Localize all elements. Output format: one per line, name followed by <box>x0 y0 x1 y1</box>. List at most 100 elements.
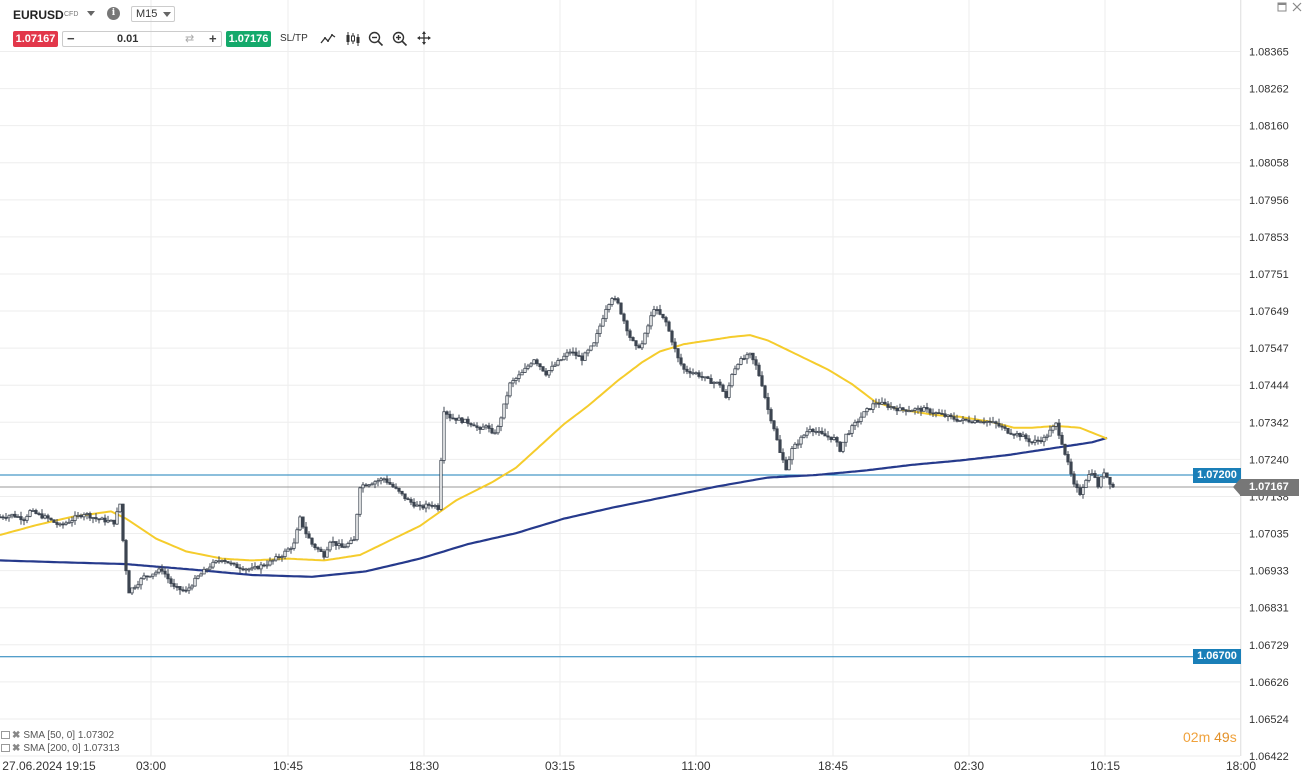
candle-body <box>700 376 704 378</box>
quantity-stepper[interactable]: − 0.01 ⇄ + <box>62 31 222 47</box>
decrease-button[interactable]: − <box>67 31 75 46</box>
increase-button[interactable]: + <box>209 31 217 46</box>
candle-body <box>544 370 548 376</box>
candle-body <box>367 484 371 487</box>
settings-icon[interactable] <box>1 731 10 740</box>
swap-icon[interactable]: ⇄ <box>185 33 195 45</box>
candle-body <box>130 587 134 594</box>
candle-body <box>766 397 770 410</box>
candle-body <box>769 409 773 422</box>
candle-body <box>40 513 44 519</box>
price-levels[interactable] <box>0 474 1240 658</box>
candle-body <box>490 428 494 434</box>
candle-body <box>484 425 488 428</box>
candle-body <box>187 587 191 591</box>
candle-body <box>556 360 560 366</box>
candle-body <box>616 298 620 304</box>
candle-body <box>316 547 320 550</box>
candle-body <box>655 309 659 311</box>
candle-body <box>934 412 938 415</box>
candle-body <box>175 586 179 588</box>
candle-body <box>283 550 287 558</box>
candle-body <box>736 363 740 370</box>
candle-body <box>172 583 176 587</box>
candle-body <box>361 484 365 489</box>
candle-body <box>670 330 674 343</box>
sell-button[interactable]: 1.07167 <box>13 31 58 47</box>
line-chart-icon[interactable] <box>319 30 337 48</box>
candle-body <box>427 503 431 506</box>
y-tick-label: 1.06524 <box>1249 714 1289 726</box>
timeframe-select[interactable]: M15 <box>131 6 175 22</box>
candle-body <box>745 354 749 360</box>
candle-body <box>850 425 854 434</box>
candle-body <box>493 432 497 435</box>
y-tick-label: 1.06933 <box>1249 566 1289 578</box>
candle-body <box>1030 441 1034 444</box>
candle-body <box>160 568 164 572</box>
settings-icon[interactable] <box>1 744 10 753</box>
candle-body <box>46 515 50 519</box>
y-tick-label: 1.07649 <box>1249 306 1289 318</box>
zoom-in-icon[interactable] <box>391 30 409 48</box>
crosshair-icon[interactable] <box>416 30 434 48</box>
candle-body <box>1006 428 1010 434</box>
candle-body <box>352 539 356 542</box>
candle-body <box>238 567 242 570</box>
candle-body <box>106 519 110 523</box>
remove-icon[interactable]: ✖ <box>12 743 21 754</box>
candle-body <box>811 428 815 433</box>
sma-200-legend[interactable]: ✖ SMA [200, 0] 1.07313 <box>1 743 120 755</box>
candle-body <box>274 556 278 561</box>
current-price-label: 1.07167 <box>1233 479 1299 496</box>
candle-body <box>628 330 632 338</box>
candle-body <box>310 537 314 545</box>
remove-icon[interactable]: ✖ <box>12 730 21 741</box>
candle-body <box>0 516 2 519</box>
candle-body <box>1048 429 1052 437</box>
quantity-value[interactable]: 0.01 <box>117 33 139 45</box>
candle-body <box>757 364 761 377</box>
candle-body <box>541 366 545 372</box>
candle-body <box>232 562 236 565</box>
candle-body <box>1045 435 1049 438</box>
level-label-2[interactable]: 1.06700 <box>1193 649 1241 665</box>
candle-body <box>1009 432 1013 435</box>
y-tick-label: 1.07956 <box>1249 195 1289 207</box>
candle-body <box>406 498 410 501</box>
candle-body <box>814 431 818 433</box>
close-icon[interactable] <box>1292 2 1302 12</box>
candle-body <box>247 568 251 571</box>
candle-body <box>937 412 941 415</box>
candle-body <box>220 560 224 562</box>
candle-body <box>121 503 125 541</box>
candle-body <box>580 355 584 361</box>
candle-body <box>805 431 809 436</box>
sltp-button[interactable]: SL/TP <box>280 33 308 44</box>
candle-body <box>91 517 95 519</box>
candle-body <box>637 345 641 349</box>
buy-button[interactable]: 1.07176 <box>226 31 271 47</box>
level-label-1[interactable]: 1.07200 <box>1193 467 1241 483</box>
candle-body <box>1093 473 1097 478</box>
minimize-icon[interactable] <box>1277 2 1287 12</box>
candle-body <box>388 482 392 485</box>
candle-body <box>994 421 998 424</box>
info-icon[interactable]: i <box>107 7 120 20</box>
candle-body <box>97 518 101 521</box>
candle-body <box>22 519 26 522</box>
symbol-name[interactable]: EURUSD <box>13 8 64 22</box>
sma-50-legend[interactable]: ✖ SMA [50, 0] 1.07302 <box>1 730 114 742</box>
chevron-down-icon[interactable] <box>87 11 95 16</box>
candle-body <box>397 487 401 492</box>
candle-body <box>214 560 218 563</box>
candle-body <box>13 513 17 518</box>
candle-body <box>706 376 710 379</box>
zoom-out-icon[interactable] <box>367 30 385 48</box>
candle-body <box>961 418 965 421</box>
candle-body <box>472 424 476 427</box>
candlestick-icon[interactable] <box>344 30 362 48</box>
candle-body <box>88 513 92 519</box>
candle-body <box>1084 479 1088 489</box>
